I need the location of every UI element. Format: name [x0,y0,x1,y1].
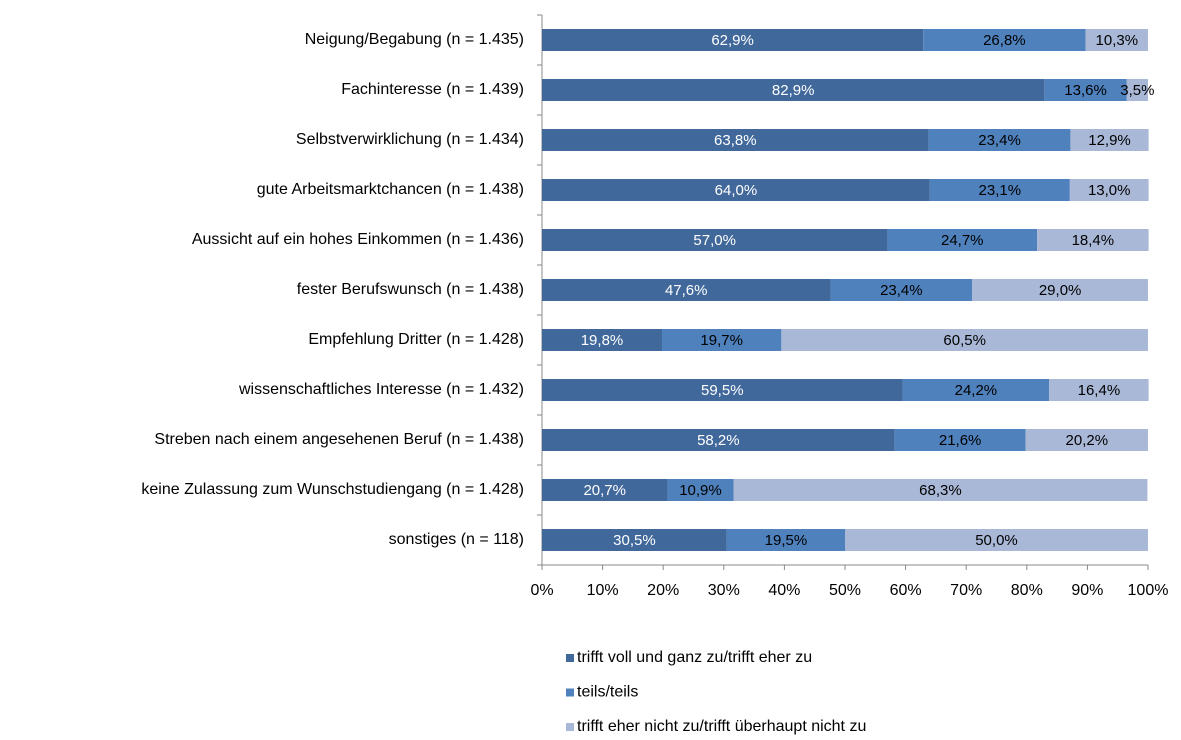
bar-segment [845,529,1148,551]
value-label: 13,0% [1088,182,1131,199]
bar-segment [923,29,1086,51]
value-label: 21,6% [939,432,982,449]
x-tick-label: 60% [890,582,922,599]
value-label: 24,2% [955,382,998,399]
bar-segment [1070,129,1149,151]
bar-segment [1049,379,1149,401]
x-tick-label: 80% [1011,582,1043,599]
category-label: Aussicht auf ein hohes Einkommen (n = 1.… [192,231,524,248]
value-label: 18,4% [1072,232,1115,249]
category-label: sonstiges (n = 118) [389,531,524,548]
category-label: fester Berufswunsch (n = 1.438) [297,281,524,298]
x-tick-label: 40% [768,582,800,599]
legend-label: trifft eher nicht zu/trifft überhaupt ni… [577,718,866,735]
x-tick-label: 50% [829,582,861,599]
x-tick-label: 0% [530,582,553,599]
legend-label: teils/teils [577,684,638,701]
bar-segment [781,329,1148,351]
value-label: 13,6% [1064,82,1107,99]
value-label: 82,9% [772,82,815,99]
value-label: 26,8% [983,32,1026,49]
category-label: Neigung/Begabung (n = 1.435) [305,31,524,48]
value-label: 57,0% [693,232,736,249]
bar-segment [542,229,888,251]
value-label: 50,0% [975,532,1018,549]
x-tick-label: 10% [587,582,619,599]
bar-segment [733,479,1148,501]
bar-segment [894,429,1026,451]
x-tick-label: 20% [647,582,679,599]
bar-segment [887,229,1038,251]
bar-segment [928,129,1071,151]
bar-segment [542,79,1045,101]
value-label: 24,7% [941,232,984,249]
legend-swatch [566,688,574,697]
value-label: 16,4% [1078,382,1121,399]
bar-segment [542,279,831,301]
value-label: 23,4% [880,282,923,299]
value-label: 19,5% [765,532,808,549]
value-label: 20,7% [583,482,626,499]
bar-segment [542,129,929,151]
value-label: 30,5% [613,532,656,549]
value-label: 23,1% [979,182,1022,199]
category-label: Streben nach einem angesehenen Beruf (n … [154,431,524,448]
bar-segment [542,379,903,401]
value-label: 59,5% [701,382,744,399]
bar-segment [1069,179,1149,201]
value-label: 10,9% [679,482,722,499]
bar-segment [902,379,1050,401]
bar-segment [542,479,668,501]
category-label: keine Zulassung zum Wunschstudiengang (n… [141,481,524,498]
value-label: 68,3% [919,482,962,499]
value-label: 60,5% [943,332,986,349]
bar-segment [542,529,727,551]
value-label: 20,2% [1066,432,1109,449]
bar-segment [929,179,1070,201]
bar-segment [661,329,782,351]
bar-segment [972,279,1148,301]
bar-segment [1085,29,1148,51]
value-label: 12,9% [1088,132,1131,149]
bar-segment [1037,229,1149,251]
category-label: Selbstverwirklichung (n = 1.434) [296,131,524,148]
bar-segment [830,279,973,301]
x-tick-label: 100% [1128,582,1169,599]
value-label: 29,0% [1039,282,1082,299]
bar-segment [542,329,662,351]
legend-label: trifft voll und ganz zu/trifft eher zu [577,649,812,666]
value-label: 19,7% [700,332,743,349]
bar-segment [542,29,924,51]
bar-segment [1126,79,1148,101]
x-tick-label: 70% [950,582,982,599]
category-label: Fachinteresse (n = 1.439) [341,81,524,98]
category-label: Empfehlung Dritter (n = 1.428) [308,331,524,348]
value-label: 10,3% [1096,32,1139,49]
value-label: 47,6% [665,282,708,299]
value-label: 64,0% [715,182,758,199]
bar-segment [726,529,845,551]
bar-segment [542,179,930,201]
bar-segment [667,479,734,501]
bar-segment [1044,79,1127,101]
x-tick-label: 90% [1071,582,1103,599]
value-label: 23,4% [978,132,1021,149]
value-label: 3,5% [1120,82,1154,99]
value-label: 19,8% [581,332,624,349]
value-label: 63,8% [714,132,757,149]
legend-swatch [566,723,574,731]
x-tick-label: 30% [708,582,740,599]
legend-swatch [566,654,574,662]
category-label: gute Arbeitsmarktchancen (n = 1.438) [257,181,524,198]
bar-segment [542,429,895,451]
value-label: 58,2% [697,432,740,449]
value-label: 62,9% [711,32,754,49]
bar-segment [1025,429,1148,451]
category-label: wissenschaftliches Interesse (n = 1.432) [238,381,524,398]
